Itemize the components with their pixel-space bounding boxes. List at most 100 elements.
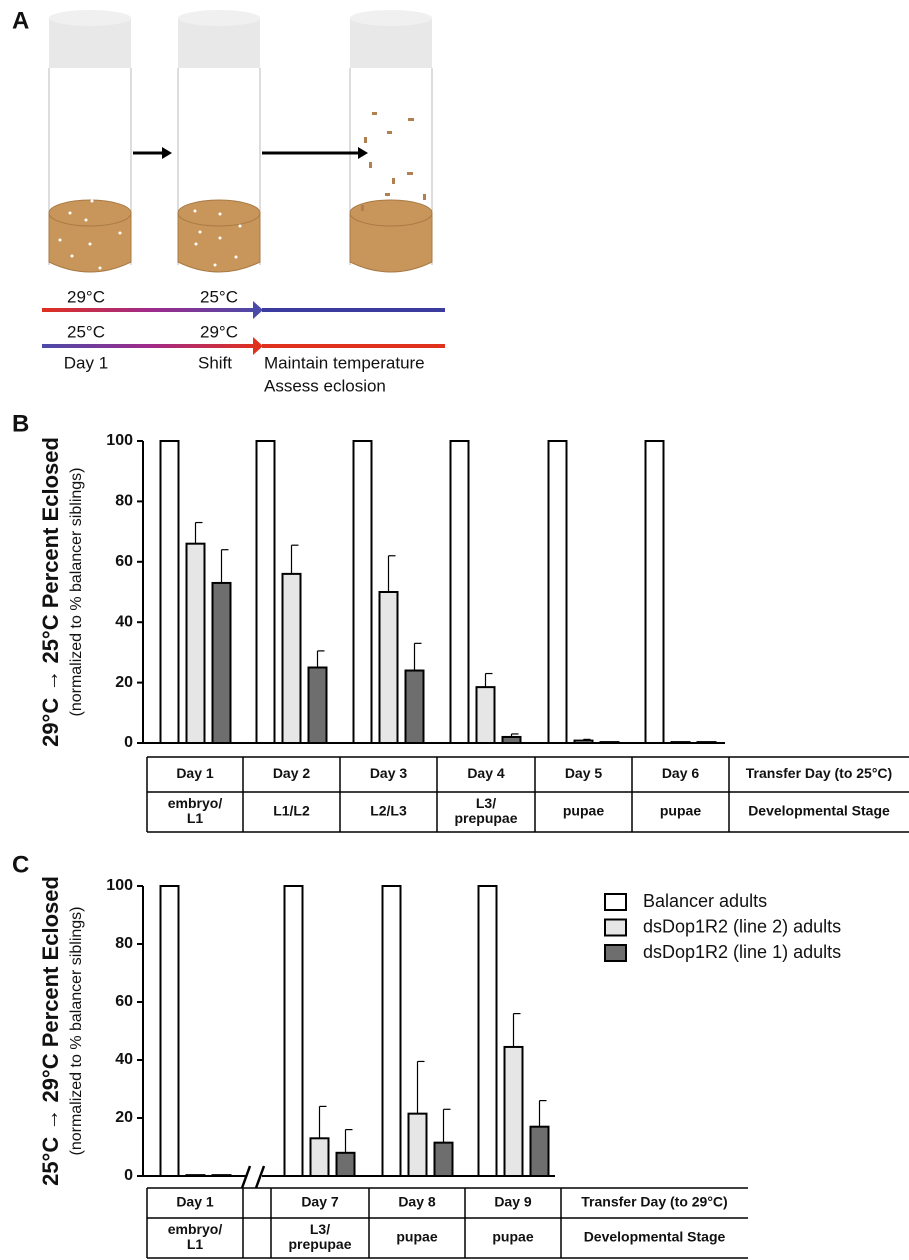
bar bbox=[257, 441, 275, 743]
row-header: Transfer Day (to 25°C) bbox=[746, 765, 892, 781]
y-tick-label: 60 bbox=[115, 553, 133, 570]
legend-swatch bbox=[605, 945, 626, 961]
error-bar bbox=[486, 674, 493, 688]
x-tick-label: Day 3 bbox=[370, 765, 408, 781]
y-tick-label: 0 bbox=[124, 734, 133, 751]
bar bbox=[435, 1143, 453, 1176]
y-tick-label: 80 bbox=[115, 935, 133, 952]
bar bbox=[161, 886, 179, 1176]
vials bbox=[49, 10, 432, 272]
bar bbox=[575, 741, 593, 743]
caption: Maintain temperature bbox=[264, 353, 425, 372]
x-tick-label: Day 2 bbox=[273, 765, 311, 781]
panel-label: C bbox=[12, 851, 29, 878]
error-bar bbox=[415, 643, 422, 670]
caption: Shift bbox=[198, 353, 232, 372]
stage-label: pupae bbox=[492, 1229, 533, 1245]
y-axis-subtitle: (normalized to % balancer siblings) bbox=[68, 907, 85, 1156]
error-bar bbox=[444, 1109, 451, 1142]
y-axis-title: 29°C → 25°C Percent Eclosed bbox=[38, 437, 63, 747]
stage-label: prepupae bbox=[288, 1236, 351, 1252]
panel-label: A bbox=[12, 7, 29, 34]
error-bar bbox=[196, 523, 203, 544]
bar bbox=[383, 886, 401, 1176]
bar bbox=[311, 1138, 329, 1176]
legend-swatch bbox=[605, 920, 626, 936]
x-tick-label: Day 9 bbox=[494, 1194, 532, 1210]
y-tick-label: 100 bbox=[106, 432, 133, 449]
y-tick-label: 100 bbox=[106, 877, 133, 894]
temp-label: 29°C bbox=[67, 287, 105, 306]
x-tick-label: Day 8 bbox=[398, 1194, 436, 1210]
panel-label: B bbox=[12, 410, 29, 437]
stage-label: L3/ bbox=[476, 795, 496, 811]
bar bbox=[503, 737, 521, 743]
bar bbox=[505, 1047, 523, 1176]
temp-label: 25°C bbox=[200, 287, 238, 306]
y-tick-label: 60 bbox=[115, 993, 133, 1010]
caption: Assess eclosion bbox=[264, 376, 386, 395]
error-bar bbox=[514, 1014, 521, 1047]
x-tick-label: Day 4 bbox=[467, 765, 505, 781]
bar bbox=[646, 441, 664, 743]
y-tick-label: 20 bbox=[115, 674, 133, 691]
error-bar bbox=[320, 1106, 327, 1138]
figure: A 29°C 25°C 25°C 29°C Day 1 Shift bbox=[0, 0, 909, 1260]
bar bbox=[187, 544, 205, 743]
stage-label: embryo/ bbox=[168, 795, 223, 811]
error-bar bbox=[418, 1061, 425, 1113]
x-tick-label: Day 1 bbox=[176, 1194, 214, 1210]
vial bbox=[178, 10, 260, 272]
x-tick-label: Day 7 bbox=[301, 1194, 339, 1210]
bar bbox=[479, 886, 497, 1176]
bar bbox=[380, 592, 398, 743]
vial bbox=[350, 10, 432, 272]
stage-label: L1 bbox=[187, 810, 204, 826]
row-header: Developmental Stage bbox=[748, 803, 890, 819]
bar bbox=[213, 583, 231, 743]
legend-label: Balancer adults bbox=[643, 891, 767, 911]
y-tick-label: 40 bbox=[115, 613, 133, 630]
vial bbox=[49, 10, 131, 272]
bar bbox=[549, 441, 567, 743]
x-tick-label: Day 1 bbox=[176, 765, 214, 781]
bar bbox=[451, 441, 469, 743]
row-header: Developmental Stage bbox=[584, 1229, 726, 1245]
stage-label: L3/ bbox=[310, 1221, 330, 1237]
stage-label: L1/L2 bbox=[273, 803, 310, 819]
legend-swatch bbox=[605, 894, 626, 910]
error-bar bbox=[318, 651, 325, 668]
bar bbox=[477, 687, 495, 743]
legend-label: dsDop1R2 (line 2) adults bbox=[643, 916, 841, 936]
bar bbox=[531, 1127, 549, 1176]
bar bbox=[406, 671, 424, 743]
row-header: Transfer Day (to 29°C) bbox=[581, 1194, 727, 1210]
stage-label: L2/L3 bbox=[370, 803, 407, 819]
y-tick-label: 40 bbox=[115, 1051, 133, 1068]
x-tick-label: Day 5 bbox=[565, 765, 603, 781]
y-axis-title: 25°C → 29°C Percent Eclosed bbox=[38, 876, 63, 1186]
error-bar bbox=[540, 1101, 547, 1127]
stage-label: pupae bbox=[396, 1229, 437, 1245]
y-axis-subtitle: (normalized to % balancer siblings) bbox=[68, 468, 85, 717]
error-bar bbox=[389, 556, 396, 592]
bar bbox=[354, 441, 372, 743]
bar bbox=[285, 886, 303, 1176]
arrows bbox=[133, 147, 368, 159]
x-tick-label: Day 6 bbox=[662, 765, 700, 781]
bar bbox=[337, 1153, 355, 1176]
caption: Day 1 bbox=[64, 353, 108, 372]
bar bbox=[161, 441, 179, 743]
bar bbox=[409, 1114, 427, 1176]
stage-label: L1 bbox=[187, 1236, 204, 1252]
bar bbox=[309, 668, 327, 744]
y-tick-label: 20 bbox=[115, 1109, 133, 1126]
stage-label: pupae bbox=[563, 803, 604, 819]
temp-label: 29°C bbox=[200, 322, 238, 341]
error-bar bbox=[222, 550, 229, 583]
stage-label: pupae bbox=[660, 803, 701, 819]
stage-label: prepupae bbox=[454, 810, 517, 826]
error-bar bbox=[292, 545, 299, 574]
stage-label: embryo/ bbox=[168, 1221, 223, 1237]
error-bar bbox=[346, 1130, 353, 1153]
